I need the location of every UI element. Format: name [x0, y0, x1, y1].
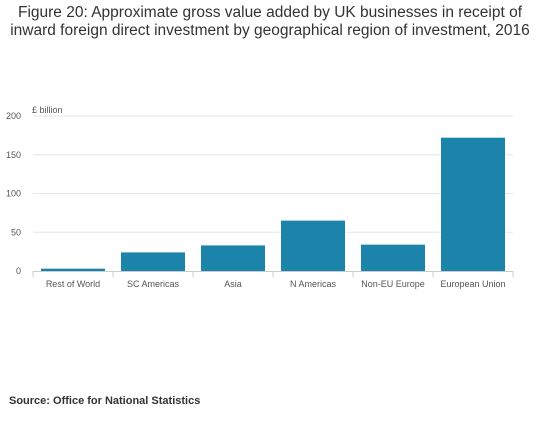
- y-axis-label: £ billion: [32, 105, 63, 115]
- chart-title: Figure 20: Approximate gross value added…: [10, 4, 530, 39]
- x-tick-label: Non-EU Europe: [361, 279, 425, 289]
- bar: [41, 268, 105, 271]
- x-axis: [32, 271, 514, 277]
- y-tick-label: 0: [16, 266, 21, 276]
- y-tick-label: 100: [6, 189, 21, 199]
- x-tick-label: N Americas: [290, 279, 337, 289]
- bar: [361, 244, 425, 271]
- bar: [281, 220, 345, 271]
- bar: [121, 252, 185, 271]
- x-tick-label: European Union: [440, 279, 505, 289]
- bar: [201, 245, 265, 271]
- y-tick-label: 50: [11, 227, 21, 237]
- source-note: Source: Office for National Statistics: [9, 395, 201, 407]
- bar: [441, 137, 505, 271]
- x-tick-label: Asia: [224, 279, 242, 289]
- bar-chart: 0 50 100 150 200 £ billion Rest of World SC A…: [6, 105, 514, 289]
- gridlines: [33, 115, 513, 233]
- x-tick-label: Rest of World: [46, 279, 100, 289]
- x-axis-ticks: Rest of World SC Americas Asia N Americas No…: [46, 279, 506, 289]
- bars: [41, 137, 505, 271]
- y-tick-label: 150: [6, 150, 21, 160]
- y-tick-label: 200: [6, 111, 21, 121]
- x-tick-label: SC Americas: [127, 279, 180, 289]
- y-axis-ticks: 0 50 100 150 200: [6, 111, 21, 276]
